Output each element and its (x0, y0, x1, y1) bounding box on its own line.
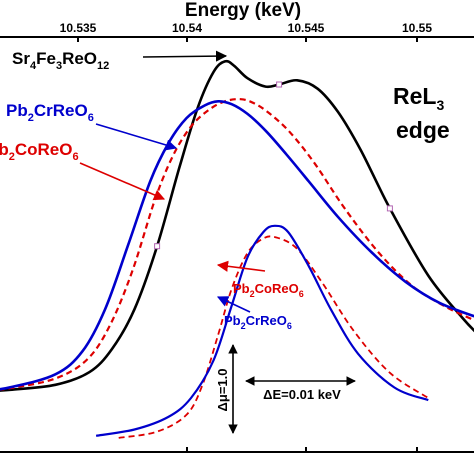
scale-de-label: ΔE=0.01 keV (263, 387, 341, 402)
data-marker (276, 81, 283, 88)
x-tick-label: 10.535 (60, 21, 97, 35)
series-pb2crreo6-difference (95, 224, 429, 437)
x-axis: 10.535 10.54 10.545 10.55 Energy (keV) (0, 0, 474, 42)
series-layer (0, 59, 474, 439)
data-marker (154, 243, 161, 250)
marker-layer (154, 81, 393, 250)
label-pb2coreo6-lower: Pb2CoReO6 (233, 281, 304, 299)
label-sr4fe3reo12: Sr4Fe3ReO12 (12, 49, 109, 72)
x-axis-title: Energy (keV) (185, 0, 301, 21)
edge-label-line1: ReL3 (393, 83, 444, 113)
series-pb2coreo6-difference (118, 235, 429, 439)
x-tick-label: 10.545 (288, 21, 325, 35)
series-sr4fe3reo12 (0, 59, 474, 392)
arrow-pb2crreo6-lower (216, 296, 251, 313)
arrow-pb2coreo6-lower (216, 260, 266, 272)
edge-label-line2: edge (396, 117, 450, 143)
scale-dmu: Δμ=1.0 (215, 344, 238, 434)
scale-de: ΔE=0.01 keV (245, 376, 356, 402)
x-tick-label: 10.54 (172, 21, 202, 35)
scale-dmu-label: Δμ=1.0 (215, 369, 230, 412)
arrow-pb2coreo6-upper (79, 162, 166, 201)
x-tick-label: 10.55 (402, 21, 432, 35)
series-pb2crreo6 (0, 99, 474, 391)
label-pb2crreo6-upper: Pb2CrReO6 (6, 101, 94, 124)
arrow-sr4fe3reo12 (142, 50, 228, 62)
arrow-pb2crreo6-upper (95, 123, 178, 151)
label-pb2coreo6-upper: Pb2CoReO6 (0, 140, 79, 163)
data-marker (386, 205, 393, 212)
label-pb2crreo6-lower: Pb2CrReO6 (224, 313, 292, 331)
